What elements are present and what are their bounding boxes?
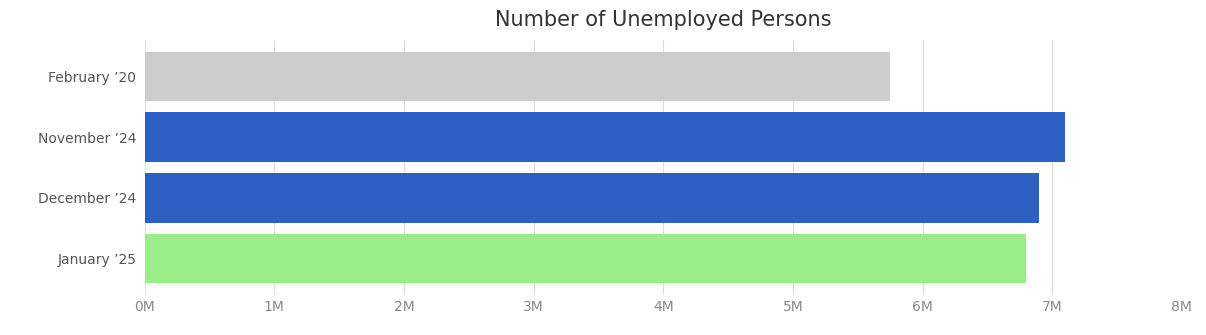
Title: Number of Unemployed Persons: Number of Unemployed Persons (494, 10, 832, 30)
Bar (145, 52, 890, 102)
Bar (145, 173, 1040, 223)
Bar (145, 112, 1065, 162)
Bar (145, 233, 1026, 283)
